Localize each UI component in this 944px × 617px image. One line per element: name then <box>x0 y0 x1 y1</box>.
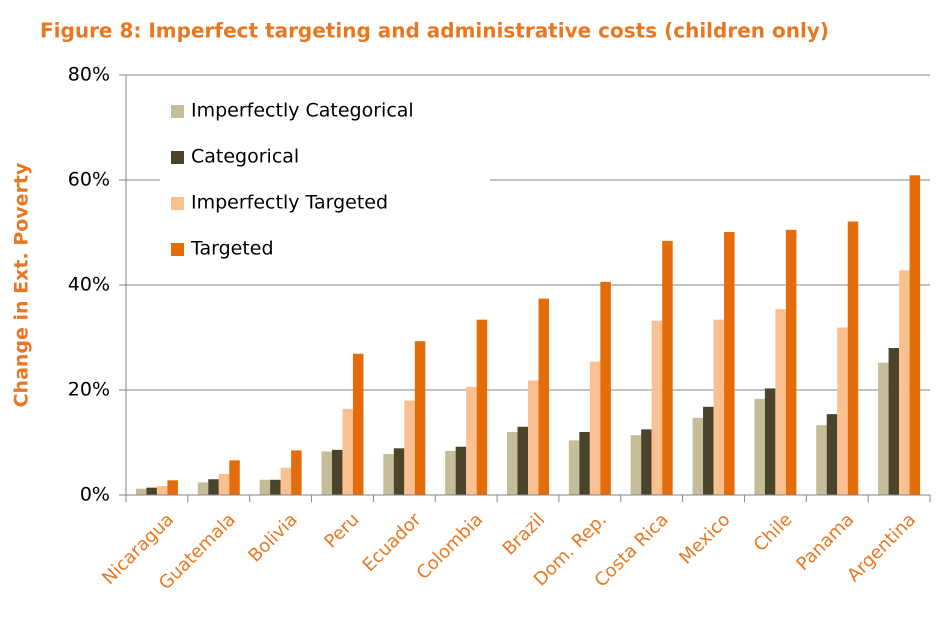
bar <box>291 450 302 495</box>
bar <box>713 319 725 495</box>
bar <box>197 482 209 495</box>
bar <box>321 451 332 495</box>
legend-box <box>160 88 490 266</box>
bar <box>662 240 673 495</box>
y-tick-label: 80% <box>68 64 110 86</box>
bar <box>724 231 735 495</box>
x-tick-label: Chile <box>750 509 797 556</box>
bar <box>909 175 921 495</box>
bar <box>703 406 714 495</box>
bar <box>445 450 456 495</box>
bar <box>888 348 900 495</box>
bar <box>476 319 488 495</box>
legend-label: Targeted <box>190 238 274 260</box>
bar <box>393 448 405 495</box>
bar <box>630 435 642 495</box>
legend-swatch <box>171 197 184 210</box>
legend-swatch <box>171 243 184 256</box>
bar <box>826 414 838 495</box>
x-tick-label: Peru <box>320 509 363 552</box>
bar <box>404 400 415 495</box>
x-tick-label: Colombia <box>413 509 488 584</box>
bar <box>455 446 467 495</box>
bar <box>899 270 910 495</box>
bar <box>259 479 271 495</box>
legend-label: Imperfectly Targeted <box>191 192 388 214</box>
bar <box>342 408 353 495</box>
bar <box>146 487 157 495</box>
bar <box>229 460 240 495</box>
bar <box>785 229 797 495</box>
bar <box>466 386 477 495</box>
bar <box>641 429 652 495</box>
y-axis-label: Change in Ext. Poverty <box>11 162 33 407</box>
bar <box>589 361 601 495</box>
bar <box>167 480 178 495</box>
bar <box>538 298 549 495</box>
bar <box>568 440 580 495</box>
chart-title: Figure 8: Imperfect targeting and admini… <box>40 19 829 43</box>
y-tick-label: 20% <box>68 379 110 401</box>
x-tick-label: Brazil <box>499 509 549 559</box>
bar <box>270 479 281 495</box>
bar <box>816 425 827 495</box>
bar <box>383 454 394 495</box>
bar <box>218 474 230 495</box>
bar <box>352 353 364 495</box>
bar <box>528 380 539 495</box>
bar <box>764 388 776 495</box>
bar <box>135 488 147 495</box>
bar <box>754 398 765 495</box>
bar <box>600 281 611 495</box>
legend-swatch <box>171 105 184 118</box>
bar <box>280 467 292 495</box>
x-tick-label: Mexico <box>675 509 734 568</box>
bar <box>208 479 219 495</box>
bar <box>517 426 528 495</box>
bar <box>156 486 168 495</box>
bar <box>414 341 426 495</box>
bar <box>331 449 343 495</box>
bar <box>579 432 590 495</box>
bar <box>878 362 889 495</box>
bar <box>507 432 518 495</box>
x-tick-label: Bolivia <box>244 509 301 566</box>
y-tick-label: 0% <box>80 484 110 506</box>
bar <box>692 417 704 495</box>
y-tick-label: 60% <box>68 169 110 191</box>
legend-label: Imperfectly Categorical <box>191 100 414 122</box>
bar <box>775 309 786 495</box>
legend-label: Categorical <box>191 146 299 168</box>
y-tick-label: 40% <box>68 274 110 296</box>
legend-swatch <box>171 151 184 164</box>
bar <box>837 327 848 495</box>
bar <box>847 221 859 495</box>
bar <box>651 320 663 495</box>
